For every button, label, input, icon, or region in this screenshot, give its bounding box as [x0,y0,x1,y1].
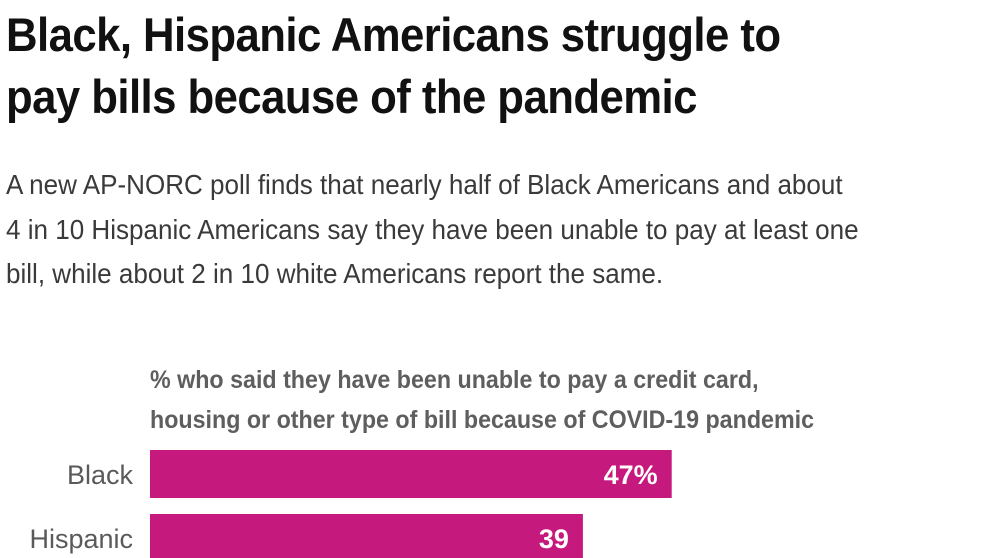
chart-title: % who said they have been unable to pay … [150,360,814,440]
headline-line-2: pay bills because of the pandemic [6,70,697,123]
value-label-hispanic: 39 [539,524,569,554]
chart-title-line-1: % who said they have been unable to pay … [150,366,759,394]
subtitle-line-1: A new AP-NORC poll finds that nearly hal… [6,169,843,200]
bar-hispanic [150,514,583,558]
chart-title-line-2: housing or other type of bill because of… [150,406,815,434]
subtitle-line-3: bill, while about 2 in 10 white American… [6,258,664,289]
category-label-black: Black [67,460,134,490]
subtitle: A new AP-NORC poll finds that nearly hal… [6,163,983,297]
category-label-hispanic: Hispanic [29,524,133,554]
subtitle-line-2: 4 in 10 Hispanic Americans say they have… [6,213,859,245]
bar-chart: Black 47% Hispanic 39 [29,450,672,558]
headline: Black, Hispanic Americans struggle to pa… [6,4,917,128]
value-label-black: 47% [604,460,658,490]
bar-black [150,450,672,498]
headline-line-1: Black, Hispanic Americans struggle to [6,8,781,61]
